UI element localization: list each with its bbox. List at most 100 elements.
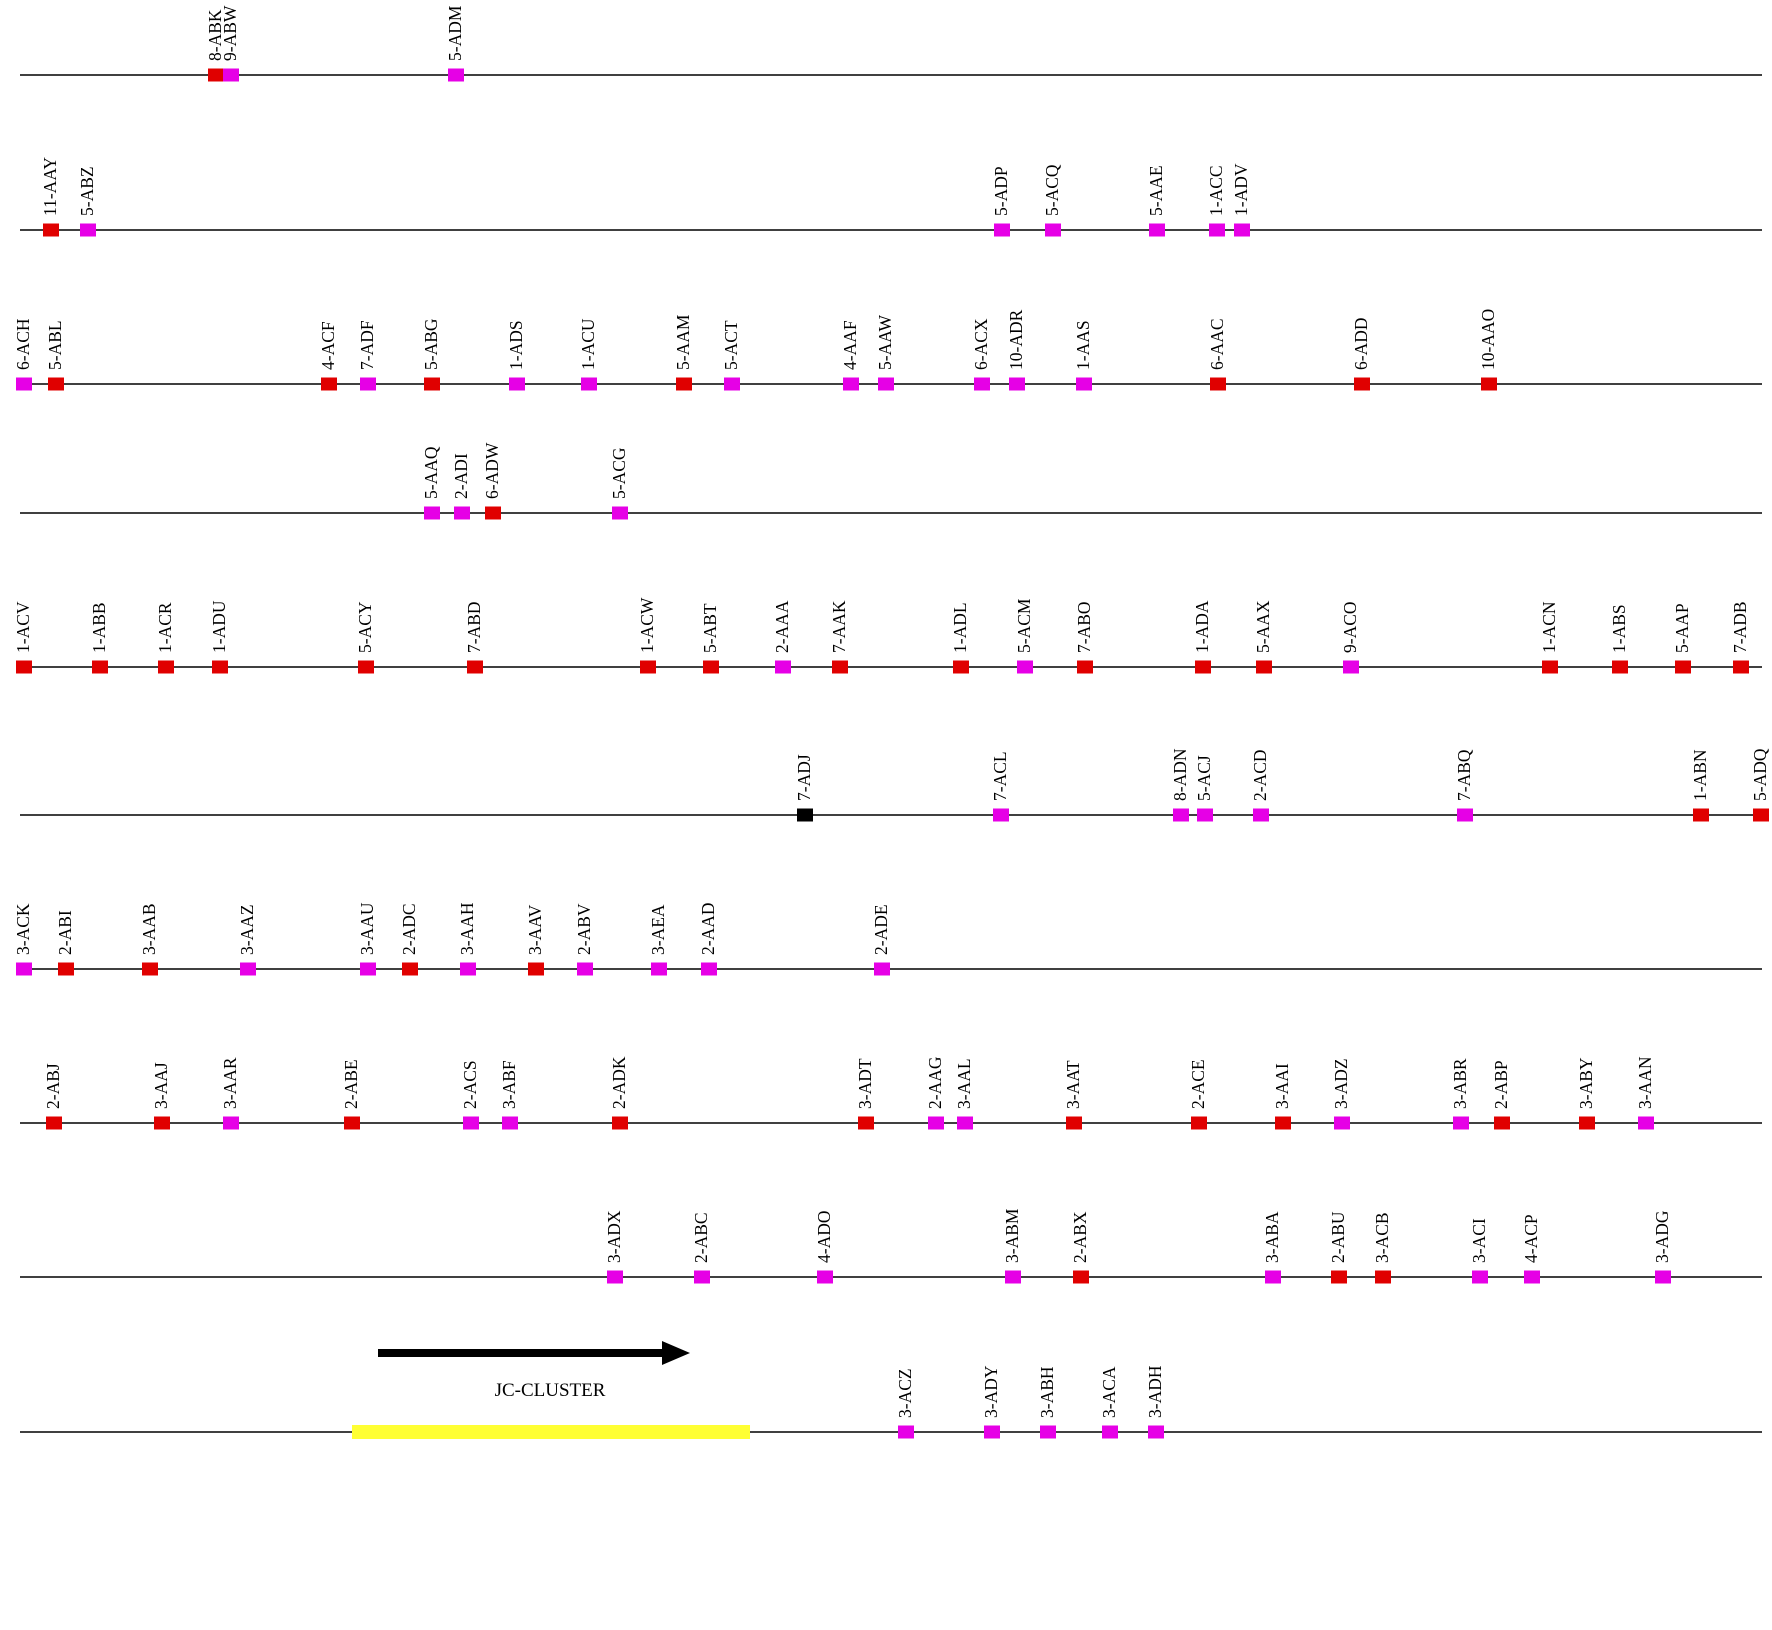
marker-label: 3-ACZ bbox=[895, 1368, 915, 1418]
marker-2-adc bbox=[402, 962, 418, 976]
marker-label: 7-ABD bbox=[464, 601, 484, 653]
marker-label: 5-AAX bbox=[1253, 600, 1273, 653]
marker-label: 3-ADX bbox=[604, 1210, 624, 1263]
marker-label: 5-ABL bbox=[45, 320, 65, 370]
marker-label: 3-ACI bbox=[1469, 1218, 1489, 1263]
marker-label: 5-ACG bbox=[609, 447, 629, 499]
marker-3-ady bbox=[984, 1425, 1000, 1439]
marker-3-abr bbox=[1453, 1116, 1469, 1130]
marker-3-aca bbox=[1102, 1425, 1118, 1439]
marker-label: 4-AAF bbox=[840, 320, 860, 370]
track-row: 3-ADX 2-ABC 4-ADO 3-ABM 2-ABX 3-ABA 2-ABU 3-ACB… bbox=[20, 1208, 1762, 1284]
marker-label: 3-ABR bbox=[1450, 1058, 1470, 1109]
marker-3-abh bbox=[1040, 1425, 1056, 1439]
marker-1-ads bbox=[509, 377, 525, 391]
marker-7-abq bbox=[1457, 808, 1473, 822]
marker-2-abv bbox=[577, 962, 593, 976]
marker-3-adx bbox=[607, 1270, 623, 1284]
marker-5-abl bbox=[48, 377, 64, 391]
marker-10-aao bbox=[1481, 377, 1497, 391]
marker-label: 3-AAL bbox=[954, 1058, 974, 1109]
marker-3-adh bbox=[1148, 1425, 1164, 1439]
marker-label: 2-ACD bbox=[1250, 749, 1270, 801]
marker-1-ada bbox=[1195, 660, 1211, 674]
marker-label: 3-ABH bbox=[1037, 1366, 1057, 1418]
marker-label: 1-ADA bbox=[1192, 600, 1212, 653]
marker-label: 3-ABA bbox=[1262, 1211, 1282, 1263]
marker-5-aaq bbox=[424, 506, 440, 520]
marker-label: 3-ACA bbox=[1099, 1366, 1119, 1418]
marker-7-acl bbox=[993, 808, 1009, 822]
marker-label: 3-AAR bbox=[220, 1057, 240, 1109]
marker-2-adk bbox=[612, 1116, 628, 1130]
marker-label: 5-ACY bbox=[355, 601, 375, 653]
marker-label: 3-ABM bbox=[1002, 1208, 1022, 1263]
marker-label: 2-ABV bbox=[574, 903, 594, 955]
marker-6-add bbox=[1354, 377, 1370, 391]
marker-label: 1-ABB bbox=[89, 602, 109, 653]
marker-3-abm bbox=[1005, 1270, 1021, 1284]
marker-label: 4-ACP bbox=[1521, 1214, 1541, 1263]
marker-10-adr bbox=[1009, 377, 1025, 391]
marker-label: 5-ADP bbox=[991, 166, 1011, 216]
track-row: 6-ACH 5-ABL 4-ACF 7-ADF 5-ABG 1-ADS 1-ACU 5-AAM… bbox=[13, 309, 1762, 391]
marker-label: 3-ADY bbox=[981, 1365, 1001, 1418]
marker-7-aak bbox=[832, 660, 848, 674]
marker-label: 1-AAS bbox=[1073, 320, 1093, 370]
marker-label: 4-ADO bbox=[814, 1211, 834, 1264]
marker-label: 1-ADS bbox=[506, 320, 526, 370]
marker-5-abt bbox=[703, 660, 719, 674]
marker-1-adu bbox=[212, 660, 228, 674]
marker-3-aah bbox=[460, 962, 476, 976]
marker-6-ach bbox=[16, 377, 32, 391]
marker-label: 5-AAM bbox=[673, 314, 693, 370]
marker-label: 2-ADE bbox=[871, 904, 891, 955]
marker-5-abg bbox=[424, 377, 440, 391]
jc-cluster-bar bbox=[352, 1425, 750, 1439]
marker-label: 1-ACW bbox=[637, 597, 657, 653]
marker-2-abc bbox=[694, 1270, 710, 1284]
marker-label: 8-ADN bbox=[1170, 748, 1190, 801]
marker-label: 5-ABG bbox=[421, 318, 441, 370]
marker-1-abs bbox=[1612, 660, 1628, 674]
marker-2-abx bbox=[1073, 1270, 1089, 1284]
marker-2-abe bbox=[344, 1116, 360, 1130]
marker-label: 6-ADW bbox=[482, 442, 502, 499]
marker-label: 3-ADZ bbox=[1331, 1058, 1351, 1109]
marker-label: 2-ABX bbox=[1070, 1211, 1090, 1263]
marker-label: 4-ACF bbox=[318, 321, 338, 370]
marker-label: 5-ADM bbox=[445, 5, 465, 61]
marker-label: 5-AAP bbox=[1672, 603, 1692, 653]
marker-2-abu bbox=[1331, 1270, 1347, 1284]
marker-label: 7-ABO bbox=[1074, 601, 1094, 653]
marker-7-abo bbox=[1077, 660, 1093, 674]
marker-3-aai bbox=[1275, 1116, 1291, 1130]
marker-label: 7-ADF bbox=[357, 320, 377, 370]
marker-label: 1-ACN bbox=[1539, 601, 1559, 653]
marker-label: 3-ACB bbox=[1372, 1212, 1392, 1263]
marker-label: 2-ADI bbox=[451, 453, 471, 499]
marker-7-adj bbox=[797, 808, 813, 822]
marker-label: 1-ADL bbox=[950, 602, 970, 653]
marker-label: 6-ADD bbox=[1351, 318, 1371, 371]
marker-2-aad bbox=[701, 962, 717, 976]
marker-6-acx bbox=[974, 377, 990, 391]
track-row: 7-ADJ 7-ACL 8-ADN 5-ACJ 2-ACD 7-ABQ 1-ABN 5-ADQ bbox=[20, 748, 1770, 822]
marker-1-adl bbox=[953, 660, 969, 674]
marker-label: 1-ACV bbox=[13, 601, 33, 653]
marker-1-aas bbox=[1076, 377, 1092, 391]
marker-8-adn bbox=[1173, 808, 1189, 822]
marker-3-adz bbox=[1334, 1116, 1350, 1130]
marker-5-adp bbox=[994, 223, 1010, 237]
marker-4-acf bbox=[321, 377, 337, 391]
marker-3-acb bbox=[1375, 1270, 1391, 1284]
marker-3-abf bbox=[502, 1116, 518, 1130]
jc-cluster-group: JC-CLUSTER bbox=[352, 1341, 750, 1439]
marker-2-abp bbox=[1494, 1116, 1510, 1130]
track-row: 1-ACV 1-ABB 1-ACR 1-ADU 5-ACY 7-ABD 1-ACW 5-ABT… bbox=[13, 597, 1762, 674]
marker-label: 3-ADH bbox=[1145, 1365, 1165, 1418]
marker-label: 10-ADR bbox=[1006, 309, 1026, 370]
marker-5-adm bbox=[448, 68, 464, 82]
